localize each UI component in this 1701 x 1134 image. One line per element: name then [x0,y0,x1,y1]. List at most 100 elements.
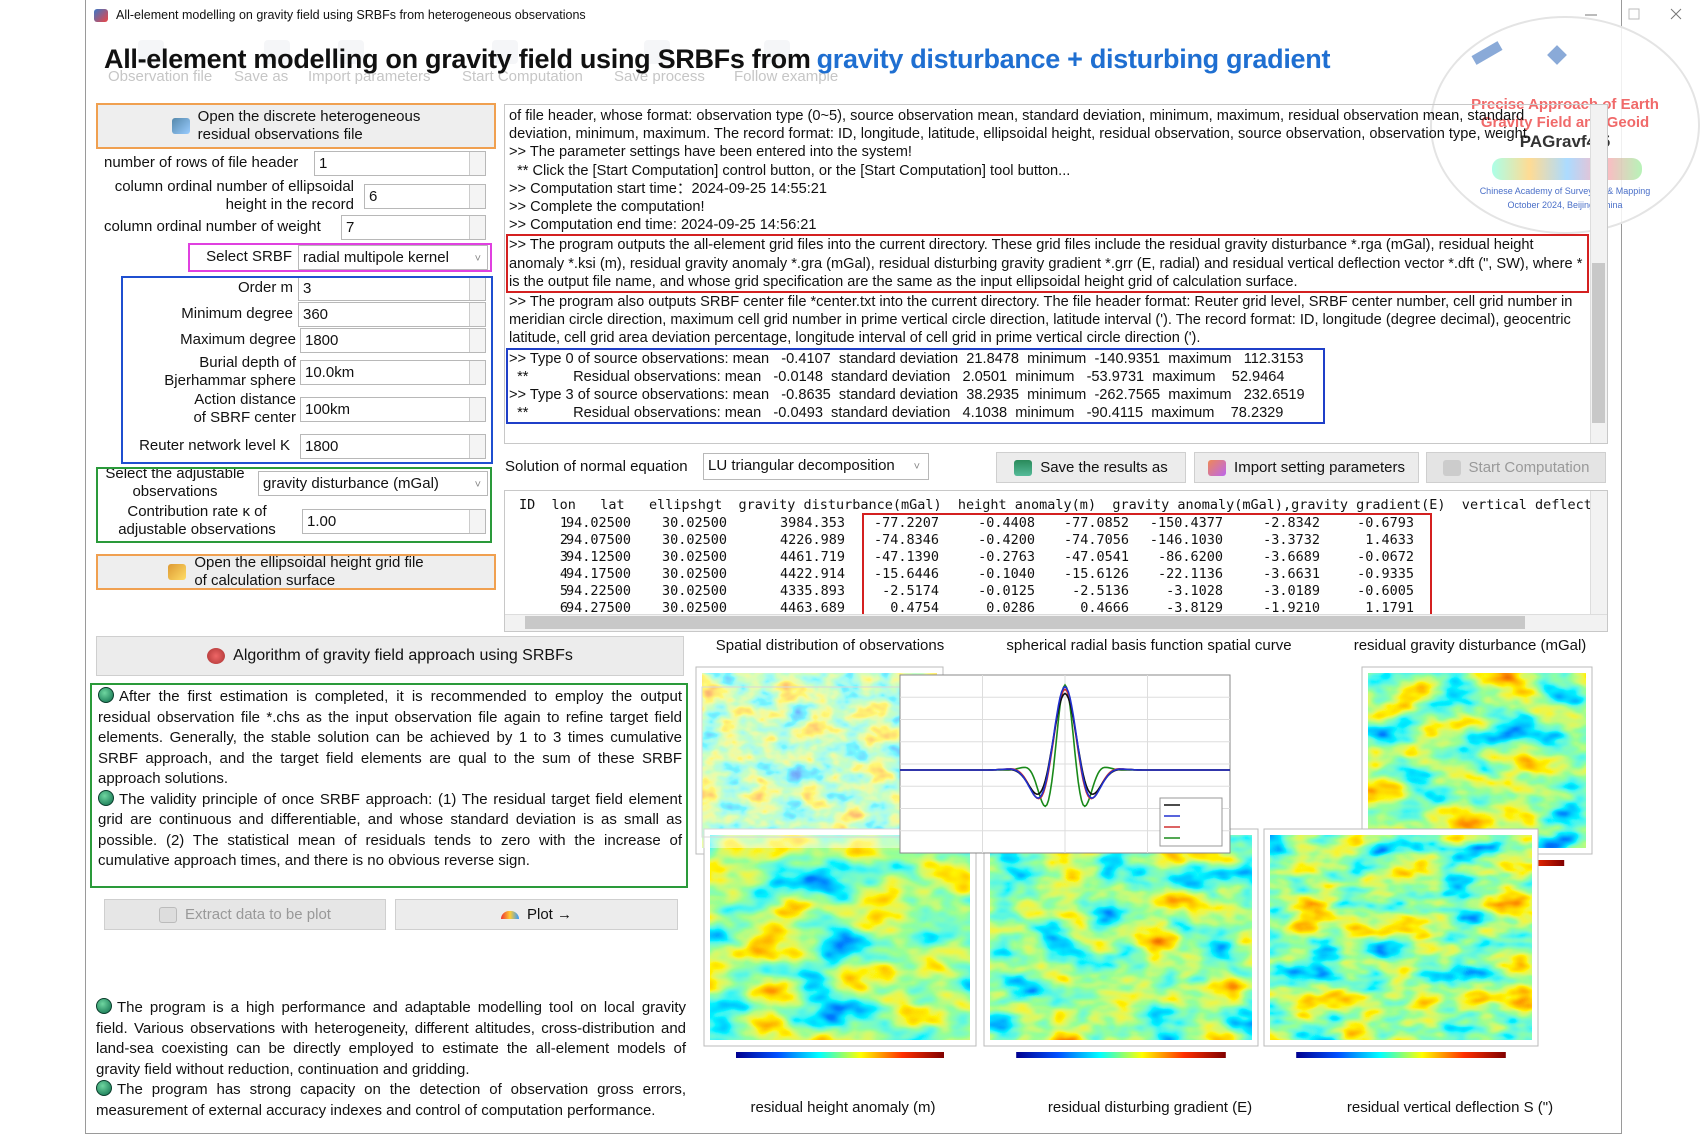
text-line: Open the ellipsoidal height grid file [194,554,424,571]
button-label: Plot → [526,906,572,923]
field-label: number of rows of file header [104,154,298,172]
number-input[interactable]: 10.0km [300,360,486,385]
bullet [96,998,112,1014]
number-input[interactable]: 100km [300,397,486,422]
table-cell: -3.0189 [1263,583,1320,599]
map-image [1270,835,1532,1040]
open-observations-button[interactable]: Open the discrete heterogeneous residual … [96,103,496,149]
log-line: ** Residual observations: mean -0.0148 s… [509,368,1285,385]
title-highlight: gravity disturbance + disturbing gradien… [816,44,1331,74]
button-label: Algorithm of gravity field approach usin… [233,647,573,664]
spin-buttons[interactable] [469,152,485,175]
field-label: Reuter network level K [139,437,290,455]
button-label: Start Computation [1468,459,1590,476]
spin-buttons[interactable] [469,361,485,384]
table-cell: -77.2207 [873,515,939,531]
adjust-group [96,467,492,543]
table-cell: -150.4377 [1149,515,1223,531]
title-bar: All-element modelling on gravity field u… [86,0,1621,30]
open-grid-button[interactable]: Open the ellipsoidal height grid file of … [96,554,496,590]
bullet [98,789,114,806]
toolbar-button[interactable]: Save as [234,68,289,85]
table-cell: 30.02500 [661,566,727,582]
maximize-button [1628,8,1640,20]
spin-buttons[interactable] [469,303,485,326]
window-title: All-element modelling on gravity field u… [116,8,586,22]
extract-button[interactable]: Extract data to be plot [104,899,386,930]
field-value: 1800 [305,332,339,349]
combo-value: LU triangular decomposition [708,457,895,474]
number-input[interactable]: 1800 [300,328,486,353]
field-label: Select SRBF [206,248,292,266]
table-cell: 94.22500 [565,583,631,599]
text-line: Order m [237,279,293,296]
button-label: Open the discrete heterogeneous residual … [198,108,421,144]
table-cell: 3984.353 [779,515,845,531]
table-cell: -74.8346 [873,532,939,548]
toolbar-button[interactable]: Follow example [734,68,839,85]
toolbar-button[interactable]: Observation file [108,68,213,85]
save-results-button[interactable]: Save the results as [996,452,1186,483]
table-cell: -47.0541 [1063,549,1129,565]
number-input[interactable]: 1 [314,151,486,176]
table-cell: -3.3732 [1263,532,1320,548]
text-line: Select SRBF [206,248,292,265]
figure-caption: Spatial distribution of observations [715,637,945,654]
logo-date: October 2024, Beijing, China [1507,200,1623,210]
spin-buttons[interactable] [469,329,485,352]
solution-combo[interactable]: LU triangular decomposition ˅ [703,453,929,480]
algorithm-button[interactable]: Algorithm of gravity field approach usin… [96,636,684,676]
table-header: ID lon lat ellipshgt gravity disturbance… [519,497,1600,513]
log-line: >> Computation end time: 2024-09-25 14:5… [509,217,817,234]
window-controls [1585,8,1682,20]
icon [168,564,187,580]
spin-buttons[interactable] [469,277,485,300]
button-label: Save the results as [1040,459,1168,476]
log-line: >> The program also outputs SRBF center … [509,294,1573,347]
plot-button[interactable]: Plot → [395,899,678,930]
table-cell: -15.6126 [1063,566,1129,582]
toolbar-button[interactable]: Save process [614,68,705,85]
table-cell: 0.4754 [890,600,939,616]
table-cell: -3.6689 [1263,549,1320,565]
bullet [98,687,114,703]
figure-caption: residual height anomaly (m) [750,1099,936,1116]
number-input[interactable]: 1800 [300,434,486,459]
icon [1442,459,1461,476]
table-cell: 30.02500 [661,600,727,616]
spin-buttons[interactable] [469,185,485,208]
spin-buttons[interactable] [469,510,485,533]
icon [159,906,178,923]
map-image [990,835,1252,1040]
number-input[interactable]: 6 [364,184,486,209]
number-input[interactable]: 7 [341,215,486,240]
table-cell: -2.8342 [1263,515,1320,531]
import-parameters-button[interactable]: Import setting parameters [1194,452,1419,483]
combo-box[interactable]: radial multipole kernel ˅ [298,245,488,270]
spin-buttons[interactable] [469,435,485,458]
table-cell: -0.9335 [1357,566,1414,582]
bullet [96,1080,112,1096]
toolbar-button[interactable]: Start Computation [462,68,583,85]
table-cell: -146.1030 [1149,532,1223,548]
combo-box[interactable]: gravity disturbance (mGal) ˅ [258,471,488,496]
text-line: number of rows of file header [104,154,299,171]
log-line: ** Residual observations: mean -0.0493 s… [509,405,1284,422]
text-line: Burial depth of [199,354,296,371]
logo-art [1471,41,1503,65]
spin-buttons[interactable] [469,398,485,421]
text-line: residual observations file [197,126,363,143]
table-cell: 2 [559,532,568,548]
button-label: Import setting parameters [1234,459,1405,476]
spin-buttons[interactable] [469,216,485,239]
icon [207,648,226,664]
table-cell: 4463.689 [779,600,845,616]
figure-caption: residual vertical deflection S (") [1346,1099,1554,1116]
number-input[interactable]: 360 [298,302,486,327]
figures-panel [695,666,1593,1058]
table-cell: -3.8129 [1166,600,1223,616]
table-cell: 4 [559,566,568,582]
toolbar-icon [492,40,518,64]
toolbar-button[interactable]: Import parameters [308,68,431,85]
number-input[interactable]: 1.00 [302,509,486,534]
